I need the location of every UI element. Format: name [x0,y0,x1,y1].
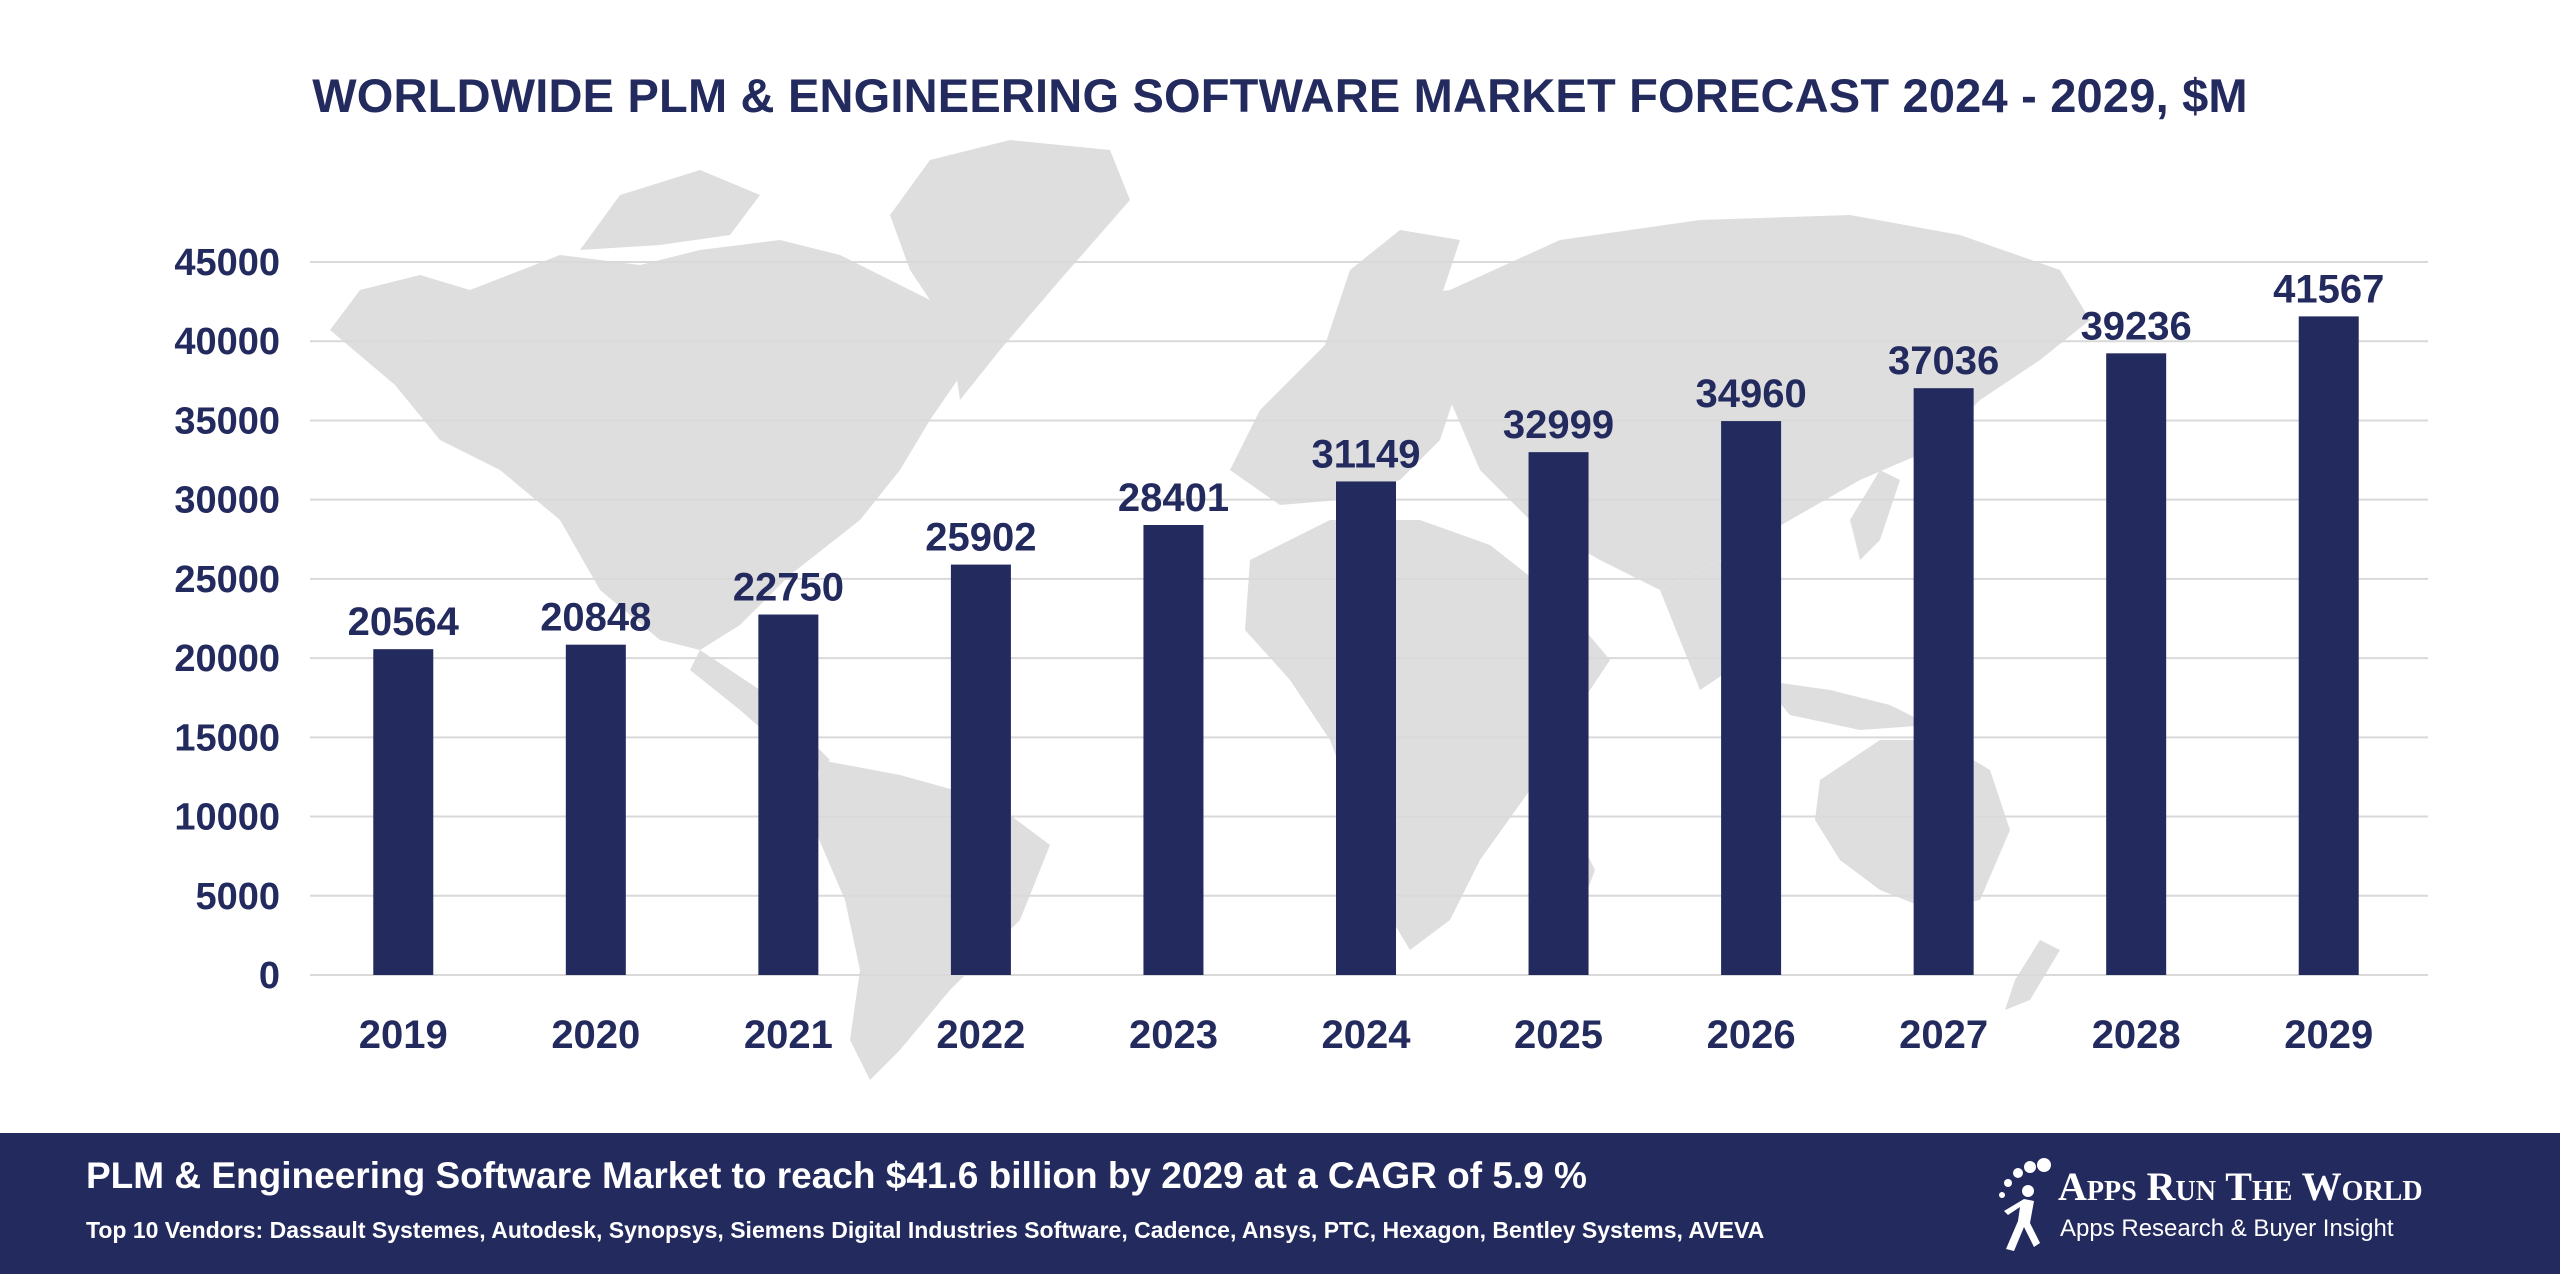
x-axis-tick-labels: 2019 2020 2021 2022 2023 2024 2025 2026 2027 2028… [359,1013,2373,1057]
x-tick-label-2028: 2028 [2092,1013,2181,1057]
data-label-2024: 31149 [1311,432,1420,476]
bar-2022 [950,564,1011,975]
logo-tagline: Apps Research & Buyer Insight [2060,1215,2394,1242]
bar-2019 [373,649,434,975]
map-arctic-islands [580,170,760,250]
y-axis-tick-labels: 0 5000 10000 15000 20000 25000 30000 35000 40000… [174,242,280,997]
bar-2025 [1528,452,1589,975]
bar-2020 [565,644,626,975]
y-tick-label: 15000 [174,717,280,759]
y-tick-label: 20000 [174,638,280,680]
y-tick-label: 30000 [174,480,280,522]
y-tick-label: 10000 [174,797,280,839]
data-label-2026: 34960 [1695,372,1806,416]
bars [373,316,2359,975]
x-tick-label-2029: 2029 [2284,1013,2373,1057]
data-labels: 20564 20848 22750 25902 28401 31149 32999 34960… [348,267,2385,644]
logo-name: Apps Run The World [2058,1164,2423,1209]
bar-2028 [2106,353,2167,975]
y-tick-label: 25000 [174,559,280,601]
bar-chart: 0 5000 10000 15000 20000 25000 30000 35000 40000… [174,140,2428,1080]
x-tick-label-2024: 2024 [1322,1013,1412,1057]
data-label-2027: 37036 [1888,339,1999,383]
y-tick-label: 0 [259,955,280,997]
chart-title: WORLDWIDE PLM & ENGINEERING SOFTWARE MAR… [312,69,2248,122]
map-japan [1850,470,1900,560]
data-label-2025: 32999 [1503,403,1614,447]
y-tick-label: 35000 [174,400,280,442]
map-greenland [890,140,1130,400]
map-europe [1230,290,1500,505]
data-label-2022: 25902 [925,516,1036,560]
data-label-2029: 41567 [2273,267,2384,311]
bar-2026 [1721,421,1782,975]
data-label-2023: 28401 [1118,476,1229,520]
footer-vendors: Top 10 Vendors: Dassault Systemes, Autod… [86,1217,1765,1243]
x-tick-label-2020: 2020 [551,1013,640,1057]
y-tick-label: 40000 [174,321,280,363]
data-label-2021: 22750 [733,566,844,610]
x-tick-label-2026: 2026 [1707,1013,1796,1057]
x-tick-label-2019: 2019 [359,1013,448,1057]
bar-2024 [1336,481,1396,975]
map-indonesia [1760,680,1930,730]
x-tick-label-2022: 2022 [936,1013,1025,1057]
runner-logo-icon [1999,1158,2051,1251]
map-asia [1450,215,2090,590]
bar-2027 [1913,388,1974,975]
bar-2021 [758,614,819,975]
y-tick-label: 45000 [174,242,280,284]
footer-headline: PLM & Engineering Software Market to rea… [86,1155,1587,1196]
y-tick-label: 5000 [195,876,280,918]
data-label-2020: 20848 [540,596,651,640]
bar-2023 [1143,525,1204,975]
map-alaska [330,275,470,385]
map-north-america [395,240,985,650]
bar-2029 [2298,316,2359,975]
data-label-2028: 39236 [2081,304,2192,348]
x-tick-label-2025: 2025 [1514,1013,1603,1057]
footer-banner: PLM & Engineering Software Market to rea… [0,1133,2560,1274]
x-tick-label-2021: 2021 [744,1013,833,1057]
data-label-2019: 20564 [348,600,460,644]
apps-run-the-world-logo: Apps Run The World Apps Research & Buyer… [1990,1151,2550,1261]
map-australia [1815,740,2010,910]
x-tick-label-2023: 2023 [1129,1013,1218,1057]
x-tick-label-2027: 2027 [1899,1013,1988,1057]
